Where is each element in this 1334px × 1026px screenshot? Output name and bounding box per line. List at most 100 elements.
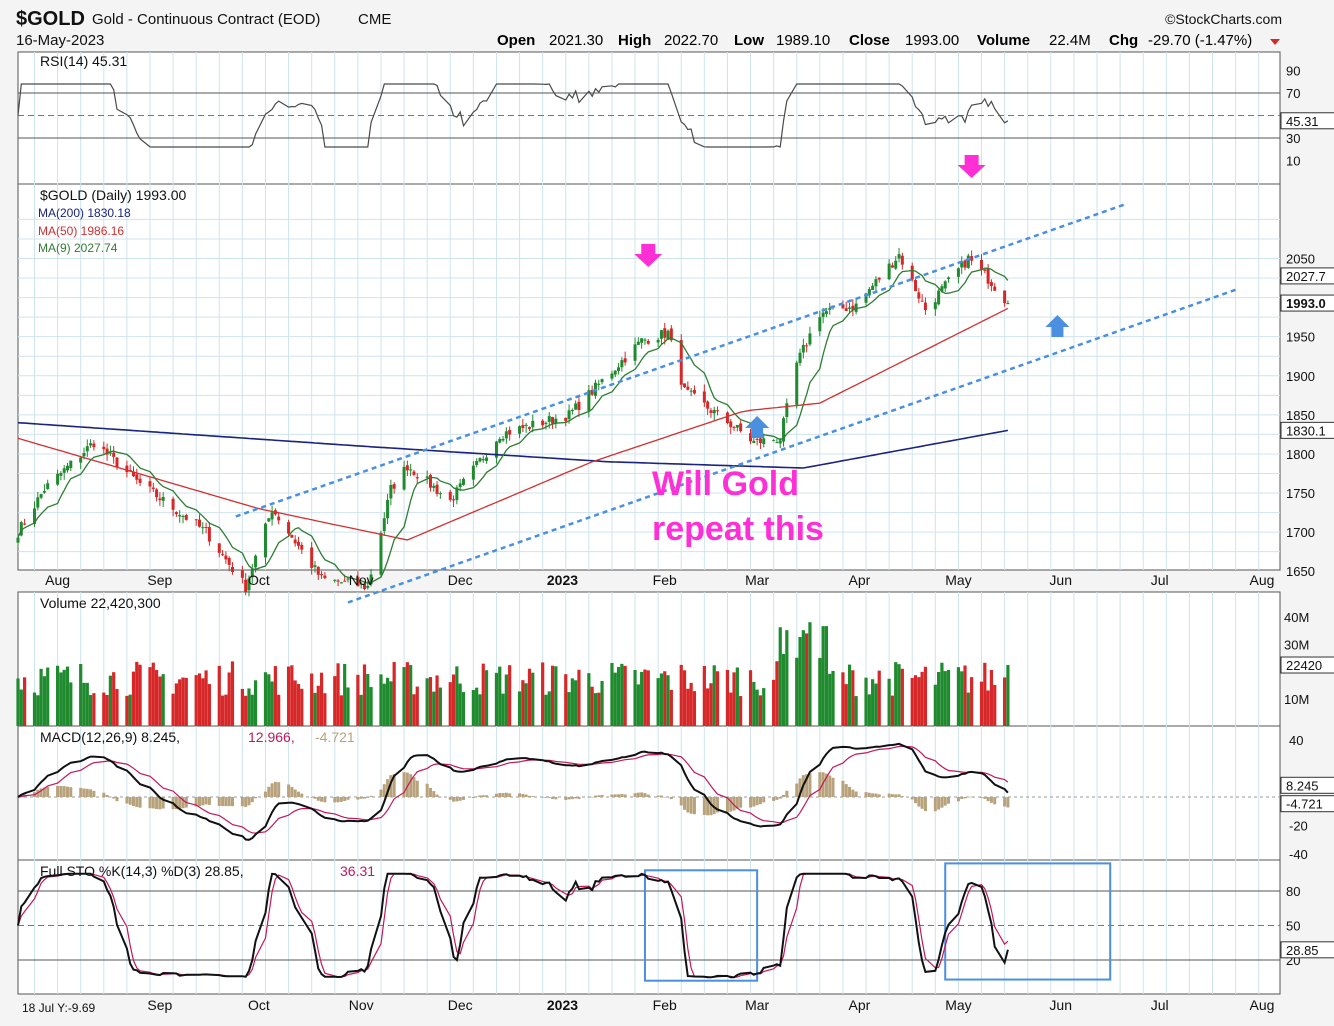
volume-bar — [32, 692, 37, 726]
macd-histogram-bar — [749, 797, 753, 808]
macd-histogram-bar — [887, 793, 891, 797]
price-candle-body — [346, 578, 350, 580]
volume-bar — [732, 672, 736, 726]
macd-hist-tag: -4.721 — [1286, 797, 1323, 812]
price-candle-body — [402, 466, 406, 490]
volume-bar — [55, 665, 60, 726]
volume-bar — [250, 694, 254, 726]
macd-histogram-bar — [155, 797, 159, 810]
macd-histogram-bar — [554, 797, 558, 800]
macd-histogram-bar — [633, 793, 637, 797]
volume-bar — [263, 672, 268, 726]
volume-bar — [894, 662, 898, 726]
bottom-left-label: 18 Jul Y:-9.69 — [22, 1001, 95, 1015]
price-candle-body — [610, 373, 614, 379]
x-axis-month-label: Oct — [248, 572, 270, 588]
macd-histogram-bar — [854, 791, 858, 797]
macd-histogram-bar — [46, 786, 50, 797]
volume-bar — [752, 681, 756, 726]
macd-histogram-bar — [706, 797, 710, 816]
price-candle-body — [775, 442, 779, 444]
volume-bar — [385, 677, 390, 726]
macd-histogram-bar — [963, 797, 967, 799]
macd-histogram-bar — [808, 773, 812, 797]
macd-histogram-bar — [300, 793, 304, 797]
volume-bar — [854, 696, 858, 726]
stoch-label: Full STO %K(14,3) %D(3) 28.85, — [40, 863, 244, 879]
volume-bar — [461, 692, 466, 726]
macd-histogram-bar — [501, 793, 505, 797]
volume-bar — [798, 636, 802, 726]
volume-bar — [115, 688, 119, 726]
volume-bar — [821, 626, 825, 726]
volume-bar — [36, 695, 40, 726]
macd-histogram-bar — [293, 789, 297, 797]
price-candle-body — [135, 474, 139, 480]
macd-histogram-bar — [148, 797, 152, 809]
macd-signal-line — [17, 745, 1009, 834]
price-candle-body — [504, 431, 508, 439]
price-candle-body — [498, 439, 502, 443]
rsi-panel — [17, 51, 1281, 185]
volume-bar — [85, 682, 89, 726]
price-candle-body — [415, 477, 419, 479]
macd-histogram-bar — [610, 794, 614, 797]
macd-histogram-bar — [531, 796, 535, 797]
macd-histogram-bar — [597, 795, 601, 797]
price-candle-body — [1003, 290, 1007, 304]
volume-bar — [336, 663, 340, 726]
macd-histogram-bar — [989, 797, 993, 803]
volume-bar — [587, 673, 591, 726]
price-candle-body — [643, 339, 647, 341]
price-candle-body — [452, 499, 456, 501]
macd-histogram-bar — [712, 797, 716, 814]
macd-histogram-bar — [277, 782, 281, 797]
price-candle-body — [19, 522, 23, 536]
macd-histogram-bar — [244, 797, 248, 808]
volume-bars — [16, 622, 1010, 726]
macd-histogram-bar — [980, 797, 984, 798]
stoch-panel — [17, 859, 1281, 995]
volume-bar — [339, 695, 343, 726]
macd-histogram-bar — [617, 794, 621, 797]
volume-bar — [864, 677, 868, 726]
x-axis-month-label: Jul — [1151, 572, 1169, 588]
macd-histogram-bar — [39, 788, 43, 797]
price-candle-body — [970, 256, 974, 261]
price-candle-body — [758, 438, 762, 444]
price-candle-body — [343, 580, 347, 582]
price-candle-body — [821, 312, 825, 317]
volume-bar — [478, 694, 482, 726]
macd-histogram-bar — [79, 787, 83, 797]
price-candle-body — [438, 493, 442, 495]
macd-histogram-bar — [366, 797, 370, 798]
price-candle-body — [339, 582, 343, 584]
volume-bar — [42, 676, 46, 726]
ma9-value-tag: 2027.7 — [1286, 269, 1326, 284]
macd-histogram-bar — [716, 797, 720, 813]
volume-bar — [679, 664, 683, 726]
stoch-axis-tick: 50 — [1286, 919, 1300, 934]
macd-histogram-bar — [151, 797, 155, 809]
macd-histogram-bar — [254, 797, 258, 799]
price-candle-body — [844, 308, 848, 311]
price-candle-body — [943, 281, 947, 289]
volume-bar — [230, 661, 235, 726]
macd-histogram-bar — [782, 794, 786, 797]
price-axis-tick: 1950 — [1286, 330, 1315, 345]
macd-histogram-bar — [313, 797, 317, 799]
macd-histogram-bar — [867, 792, 871, 797]
volume-bar — [867, 694, 871, 726]
macd-histogram-bar — [821, 772, 825, 797]
volume-bar — [923, 666, 928, 726]
price-candle-body — [366, 585, 370, 588]
volume-bar — [220, 695, 225, 726]
price-candle-body — [735, 424, 739, 428]
price-candle-body — [79, 457, 83, 463]
price-candle-body — [69, 460, 73, 469]
volume-bar — [989, 669, 994, 726]
price-candle-body — [461, 478, 465, 485]
macd-histogram-bar — [135, 797, 139, 808]
volume-bar — [313, 692, 317, 726]
